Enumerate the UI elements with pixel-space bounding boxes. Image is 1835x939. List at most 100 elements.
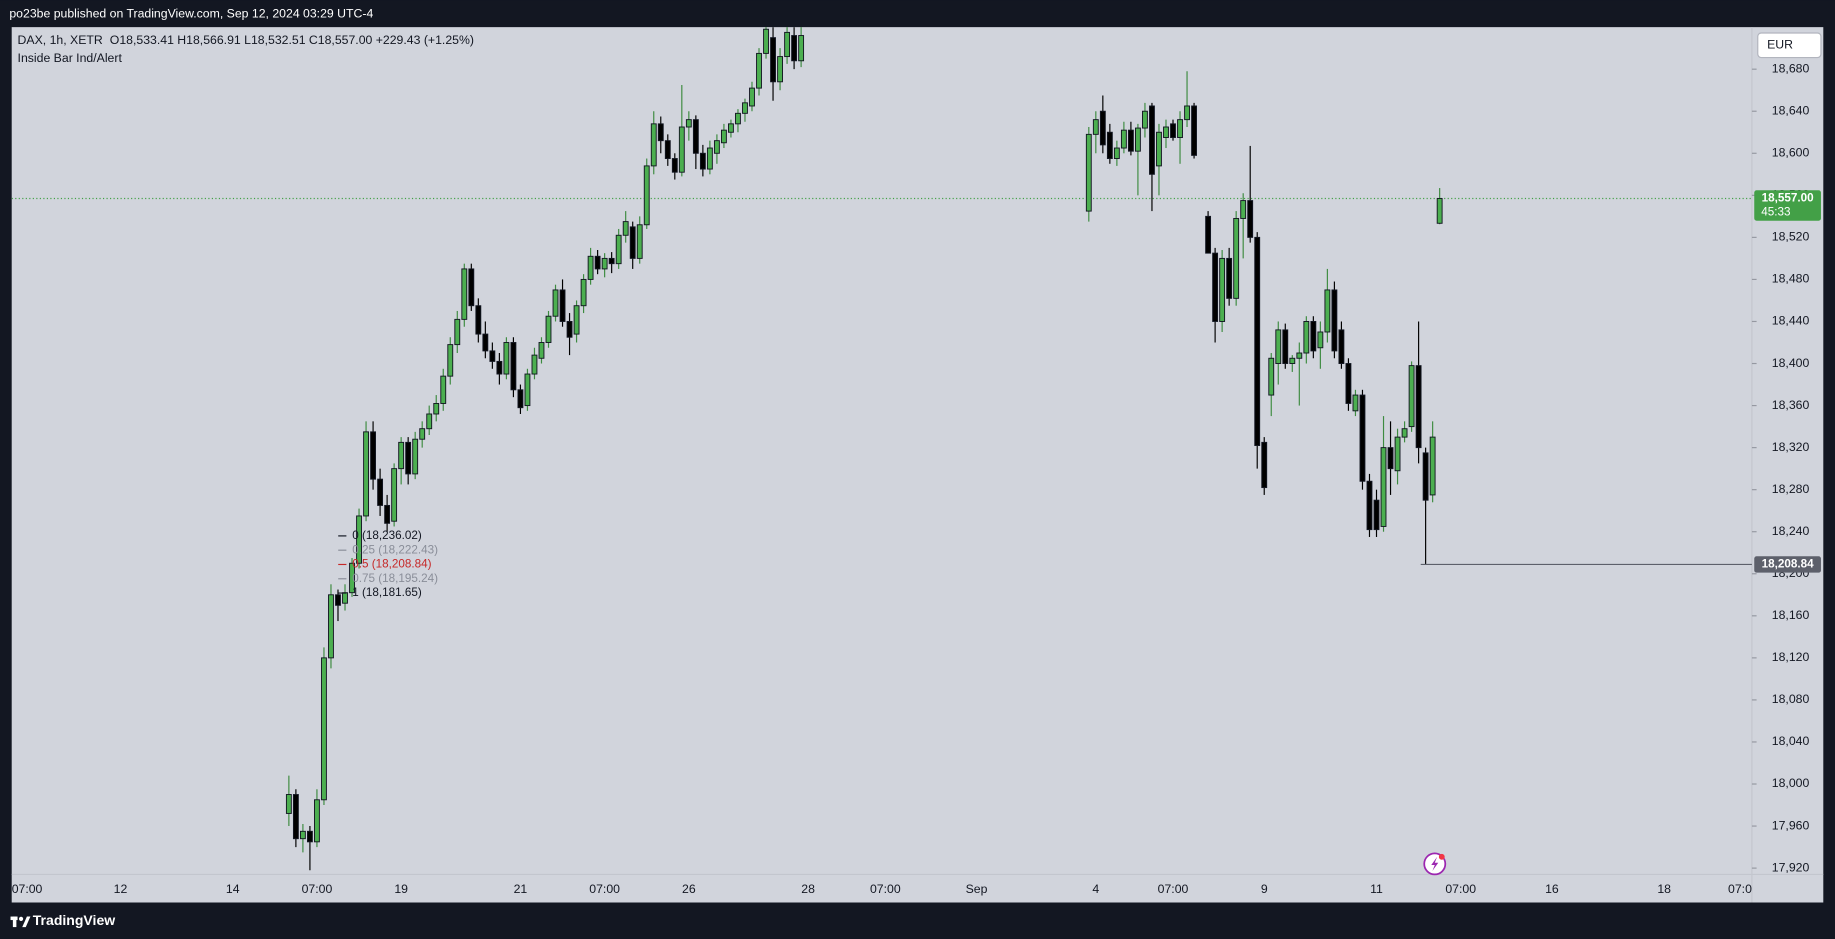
candle-body [1317,331,1324,349]
legend-ohlc: O18,533.41 H18,566.91 L18,532.51 C18,557… [110,33,474,47]
x-tick-label: 07:0 [1728,882,1752,896]
x-tick-label: 07:00 [870,882,901,896]
candle-body [1085,133,1092,212]
x-tick-label: 16 [1545,882,1559,896]
x-tick-label: 21 [514,882,528,896]
candle-body [1352,394,1359,412]
chart-background [11,27,1824,903]
y-tick-label: 18,000 [1772,776,1810,790]
candle-body [1296,352,1303,359]
candle-body [1380,447,1387,527]
currency-button[interactable] [1757,32,1822,59]
candle-body [1142,110,1148,129]
candle-body [292,794,299,840]
candle-body [461,268,468,320]
x-tick-label: 11 [1370,882,1383,896]
candle-body [1254,236,1261,446]
candle-body [629,226,636,259]
candle-body [1113,147,1120,160]
candle-body [342,592,348,604]
x-tick-label: 26 [682,882,696,896]
candle-body [1324,289,1331,333]
candle-body [580,278,587,307]
candle-body [552,289,559,317]
candle-body [1401,428,1408,438]
candle-body [398,441,405,470]
candle-body [468,268,475,307]
candle-body [1275,329,1282,364]
last-price-tag [1754,190,1821,221]
candle-body [447,344,454,377]
candle-body [1268,357,1275,396]
fib-label: 1 (18,181.65) [352,586,422,599]
candle-body [559,289,566,322]
x-tick-label: Sep [966,882,988,896]
y-tick-label: 18,400 [1772,356,1810,370]
x-tick-label: 9 [1261,882,1268,896]
x-tick-label: 14 [226,882,240,896]
last-price-countdown: 45:33 [1761,206,1790,219]
y-tick-label: 17,960 [1772,818,1810,832]
candle-body [1366,480,1373,531]
candle-body [615,234,622,265]
candle-body [1135,127,1141,152]
legend-symbol: DAX, 1h, XETR [18,33,103,47]
fib-label: 0.25 (18,222.43) [352,543,438,556]
x-tick-label: 07:00 [1158,882,1189,896]
y-tick-label: 18,160 [1772,608,1810,622]
candle-body [433,403,440,415]
candle-body [678,126,685,173]
candle-body [1303,321,1310,354]
y-tick-label: 18,240 [1772,524,1810,538]
candle-body [1226,257,1233,299]
y-tick-label: 18,600 [1772,146,1810,160]
y-tick-label: 18,440 [1772,314,1810,328]
y-tick-label: 18,680 [1772,61,1810,75]
candle-body [1233,217,1240,299]
candle-body [454,318,461,346]
y-tick-label: 18,080 [1772,692,1810,706]
candle-body [587,255,594,280]
candle-body [749,87,755,107]
candle-body [426,413,433,430]
candle-body [594,255,601,270]
candle-body [1331,289,1338,352]
x-tick-label: 18 [1657,882,1671,896]
candle-body [545,315,552,343]
price-line-tag [1754,556,1821,573]
fib-label: 0.75 (18,195.24) [352,572,438,585]
candle-body [1205,215,1212,254]
alert-icon[interactable] [1423,852,1447,876]
candle-body [475,305,482,335]
y-tick-label: 18,480 [1772,272,1810,286]
candle-body [524,373,531,407]
candle-body [1387,447,1394,470]
candle-body [489,350,496,362]
candle-body [770,37,776,83]
candle-body [1149,105,1155,175]
candle-body [1099,110,1106,146]
candle-body [1219,257,1226,322]
candle-body [391,468,398,522]
candle-body [1345,363,1352,404]
candle-body [363,431,369,517]
x-tick-label: 19 [394,882,408,896]
y-tick-label: 18,280 [1772,482,1810,496]
y-tick-label: 18,640 [1772,103,1810,117]
fib-label: 0.5 (18,208.84) [352,558,431,571]
footer-logo [10,916,31,928]
candle-body [1177,119,1183,138]
x-tick-label: 07:00 [589,882,620,896]
y-tick-label: 18,520 [1772,230,1810,244]
candle-body [608,257,615,265]
candle-body [306,830,313,843]
candle-body [685,119,692,128]
candle-body [321,657,327,801]
candle-body [377,478,384,506]
candle-body [1373,499,1380,531]
candle-body [1436,198,1443,224]
publish-header: po23be published on TradingView.com, Sep… [9,7,373,21]
candle-body [1310,321,1317,352]
candle-body [1338,329,1345,364]
